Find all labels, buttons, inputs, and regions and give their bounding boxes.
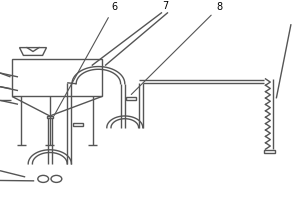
Text: 7: 7 (162, 1, 168, 11)
Circle shape (51, 175, 62, 182)
Bar (46, 116, 53, 118)
Bar (12, 59, 102, 96)
Text: 6: 6 (54, 2, 117, 116)
Bar (126, 97, 136, 100)
Text: 8: 8 (131, 2, 222, 94)
Bar (264, 150, 275, 153)
Bar (73, 123, 82, 126)
Circle shape (38, 175, 49, 182)
Polygon shape (20, 48, 46, 55)
